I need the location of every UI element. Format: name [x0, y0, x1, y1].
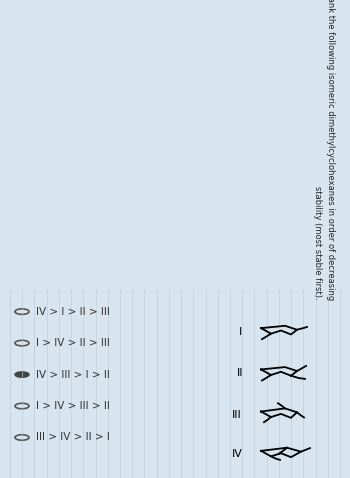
Text: I > IV > II > III: I > IV > II > III	[36, 338, 110, 348]
Text: IV: IV	[232, 449, 243, 459]
Text: II: II	[237, 369, 243, 379]
Text: stability (most stable first).: stability (most stable first).	[313, 186, 322, 300]
Text: Rank the following isomeric dimethylcyclohexanes in order of decreasing: Rank the following isomeric dimethylcycl…	[326, 0, 335, 300]
Text: III > IV > II > I: III > IV > II > I	[36, 433, 110, 443]
Text: I > IV > III > II: I > IV > III > II	[36, 401, 110, 411]
Text: IV > III > I > II: IV > III > I > II	[36, 369, 110, 380]
Text: IV > I > II > III: IV > I > II > III	[36, 306, 110, 316]
Circle shape	[15, 372, 29, 377]
Text: III: III	[232, 410, 242, 420]
Text: I: I	[238, 327, 242, 337]
